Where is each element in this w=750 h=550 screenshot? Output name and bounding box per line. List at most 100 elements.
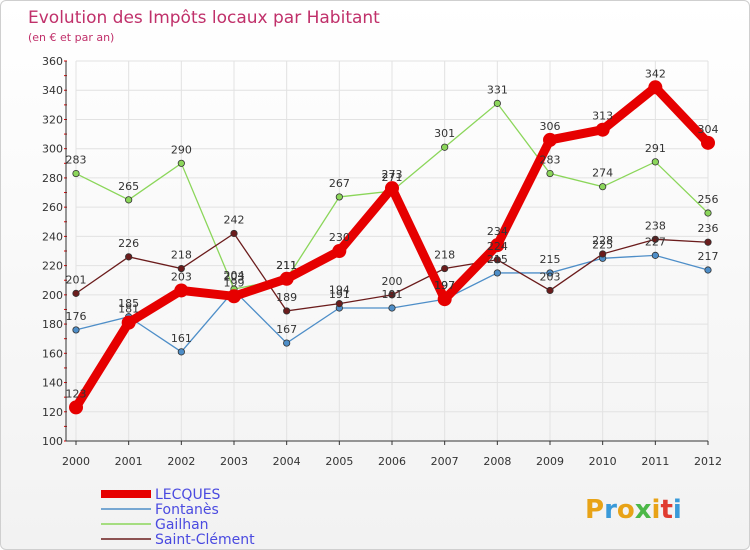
data-label: 228 xyxy=(592,234,613,247)
data-point xyxy=(125,253,133,261)
data-point xyxy=(177,348,185,356)
data-point xyxy=(701,135,715,150)
y-tick-label: 180 xyxy=(42,318,63,331)
data-label: 218 xyxy=(434,249,455,262)
data-label: 203 xyxy=(171,270,192,283)
y-tick-label: 160 xyxy=(42,347,63,360)
data-label: 238 xyxy=(645,219,666,232)
data-point xyxy=(283,339,291,347)
data-point xyxy=(546,286,554,295)
data-label: 236 xyxy=(698,222,719,235)
data-point xyxy=(493,99,501,107)
data-label: 201 xyxy=(66,273,87,286)
y-tick-label: 320 xyxy=(42,113,63,126)
y-tick-label: 200 xyxy=(42,289,63,302)
x-tick-label: 2010 xyxy=(589,455,617,468)
data-point xyxy=(72,289,80,297)
data-label: 283 xyxy=(66,154,87,167)
data-label: 191 xyxy=(329,288,350,301)
data-point xyxy=(543,132,557,147)
x-tick-label: 2009 xyxy=(536,455,564,468)
data-point xyxy=(546,269,554,277)
data-point xyxy=(595,122,610,137)
data-label: 197 xyxy=(434,279,455,292)
logo-letter: i xyxy=(652,495,661,525)
data-label: 167 xyxy=(276,323,297,336)
data-label: 265 xyxy=(118,180,139,193)
data-point xyxy=(279,271,294,286)
data-label: 200 xyxy=(382,275,403,288)
y-tick-label: 120 xyxy=(42,406,63,419)
data-label: 217 xyxy=(698,250,719,263)
logo-letter: P xyxy=(585,495,604,525)
data-label: 211 xyxy=(276,259,297,272)
data-point xyxy=(490,238,505,253)
data-point xyxy=(174,283,189,298)
y-tick-label: 140 xyxy=(42,377,63,390)
data-point xyxy=(441,264,449,273)
data-label: 224 xyxy=(487,240,508,253)
data-label: 203 xyxy=(540,270,561,283)
data-point xyxy=(493,256,501,264)
data-label: 191 xyxy=(382,288,403,301)
data-point xyxy=(388,304,396,312)
data-label: 256 xyxy=(698,193,719,206)
series-saint-cl-ment xyxy=(72,229,712,315)
data-point xyxy=(437,292,452,307)
data-point xyxy=(335,193,343,201)
axes: 100 120 140 160 180 200 220 240 260 280 300 320 340 3… xyxy=(42,55,722,468)
data-label: 176 xyxy=(66,310,87,323)
x-tick-label: 2007 xyxy=(431,455,459,468)
legend-label-fontan-s: Fontanès xyxy=(155,502,219,518)
data-label: 181 xyxy=(118,303,139,316)
x-tick-label: 2011 xyxy=(641,455,669,468)
data-point xyxy=(651,235,659,243)
data-label: 215 xyxy=(540,253,561,266)
data-point xyxy=(72,169,80,178)
data-label: 242 xyxy=(224,213,245,226)
y-tick-label: 300 xyxy=(42,143,63,156)
data-label: 225 xyxy=(592,238,613,251)
data-point xyxy=(651,158,659,166)
y-tick-label: 240 xyxy=(42,230,63,243)
data-point xyxy=(69,400,83,415)
x-tick-label: 2008 xyxy=(483,455,511,468)
data-point xyxy=(385,181,399,196)
logo-letter: o xyxy=(617,495,635,525)
data-label: 267 xyxy=(329,177,350,190)
data-point xyxy=(648,80,663,95)
data-point xyxy=(441,143,449,151)
data-label: 313 xyxy=(592,110,613,123)
data-point xyxy=(283,307,291,315)
x-tick-label: 2005 xyxy=(325,455,353,468)
y-tick-label: 360 xyxy=(42,55,63,68)
data-label: 230 xyxy=(329,231,350,244)
y-tick-label: 220 xyxy=(42,260,63,273)
data-label: 274 xyxy=(592,167,613,180)
data-label: 301 xyxy=(434,127,455,140)
data-point xyxy=(704,266,712,274)
logo-letter: r xyxy=(604,495,617,525)
data-point xyxy=(599,183,607,191)
chart-subtitle: (en € et par an) xyxy=(28,31,114,44)
chart-title: Evolution des Impôts locaux par Habitant xyxy=(28,8,380,28)
data-point xyxy=(177,159,185,167)
logo-letter: x xyxy=(635,495,652,525)
y-tick-label: 280 xyxy=(42,172,63,185)
data-label: 234 xyxy=(487,225,508,238)
data-label: 197 xyxy=(434,279,455,292)
data-label: 194 xyxy=(329,284,350,297)
data-label: 203 xyxy=(224,270,245,283)
data-point xyxy=(704,209,712,217)
data-point xyxy=(72,326,80,334)
data-label: 123 xyxy=(66,387,87,400)
data-label: 342 xyxy=(645,67,666,80)
data-point xyxy=(493,269,501,277)
data-label: 306 xyxy=(540,120,561,133)
data-label: 185 xyxy=(118,297,139,310)
data-label: 271 xyxy=(382,171,403,184)
logo-letter: t xyxy=(660,495,672,525)
data-point xyxy=(388,291,396,299)
data-point xyxy=(704,238,712,246)
